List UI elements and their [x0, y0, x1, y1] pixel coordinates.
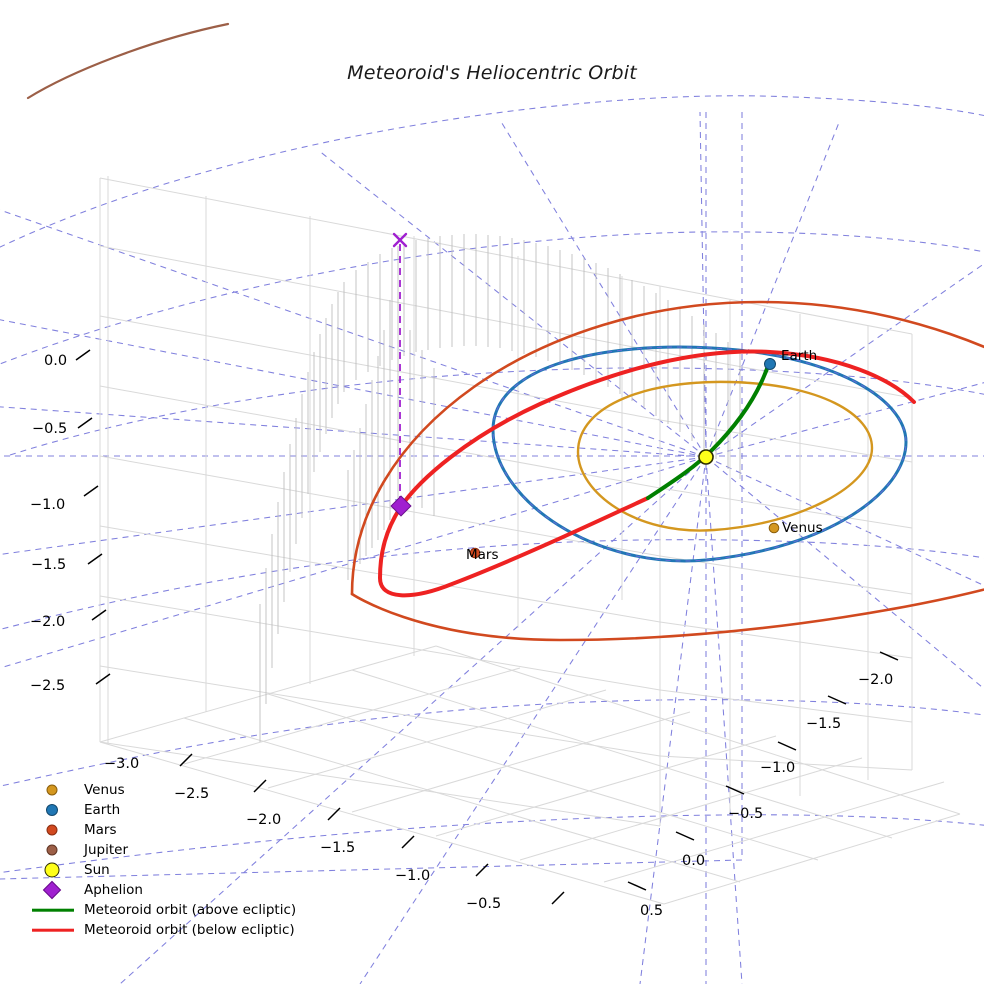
- axis-tick-marks: [75, 349, 899, 905]
- tick-bottom-left-3: −1.5: [320, 840, 356, 856]
- jupiter-orbit: [26, 22, 230, 100]
- sun-marker: [698, 449, 714, 465]
- tick-left-2: −1.0: [30, 497, 66, 513]
- legend-item-label: Earth: [84, 802, 121, 818]
- legend-marker-dot: [30, 800, 82, 820]
- tick-bottom-left-2: −2.0: [246, 812, 282, 828]
- legend-item-meteoroid[interactable]: Meteoroid orbit (above ecliptic): [30, 900, 300, 920]
- earth-orbit: [491, 345, 908, 563]
- legend-item-meteoroid[interactable]: Meteoroid orbit (below ecliptic): [30, 920, 300, 940]
- legend-item-label: Meteoroid orbit (below ecliptic): [84, 922, 295, 938]
- tick-bottom-left-6: 0.5: [640, 903, 664, 919]
- legend-marker-line: [30, 920, 82, 940]
- legend-dot-icon: [46, 824, 58, 836]
- legend-marker-dot: [30, 820, 82, 840]
- tick-bottom-left-5: −0.5: [466, 896, 502, 912]
- legend-line-icon: [32, 928, 74, 932]
- legend-item-label: Aphelion: [84, 882, 143, 898]
- legend-item-label: Venus: [84, 782, 125, 798]
- legend-item-venus[interactable]: Venus: [30, 780, 300, 800]
- tick-left-4: −2.0: [30, 614, 66, 630]
- body-label-venus: Venus: [782, 520, 823, 536]
- legend-marker-dot: [30, 840, 82, 860]
- tick-bottom-right-4: 0.0: [682, 853, 706, 869]
- legend-dot-icon: [46, 804, 58, 816]
- meteoroid-orbit-above-ecliptic: [646, 358, 772, 500]
- orbit-projection-stems: [259, 234, 741, 742]
- legend-item-mars[interactable]: Mars: [30, 820, 300, 840]
- tick-left-0: 0.0: [44, 353, 68, 369]
- body-label-earth: Earth: [781, 348, 818, 364]
- tick-bottom-right-3: −0.5: [728, 806, 764, 822]
- legend-marker-diamond: [30, 880, 82, 900]
- tick-bottom-left-4: −1.0: [395, 868, 431, 884]
- tick-left-3: −1.5: [31, 557, 67, 573]
- legend-item-label: Sun: [84, 862, 110, 878]
- mars-orbit: [350, 300, 984, 596]
- page-title: Meteoroid's Heliocentric Orbit: [347, 62, 637, 84]
- legend-dot-icon: [46, 844, 58, 856]
- ecliptic-guide-grid: [0, 95, 984, 984]
- legend-item-label: Meteoroid orbit (above ecliptic): [84, 902, 297, 918]
- legend-item-aphelion[interactable]: Aphelion: [30, 880, 300, 900]
- legend-marker-dot: [30, 780, 82, 800]
- aphelion-projection-x-icon: [392, 232, 408, 248]
- tick-bottom-right-1: −1.5: [806, 716, 842, 732]
- legend-dot-icon: [46, 784, 58, 796]
- venus-marker: [768, 522, 780, 534]
- legend-item-earth[interactable]: Earth: [30, 800, 300, 820]
- body-label-mars: Mars: [466, 547, 499, 563]
- tick-left-5: −2.5: [30, 678, 66, 694]
- venus-orbit: [576, 380, 874, 532]
- tick-bottom-left-1: −2.5: [174, 786, 210, 802]
- meteoroid-orbit-below-ecliptic: [377, 349, 916, 598]
- legend-item-label: Jupiter: [84, 842, 129, 858]
- tick-bottom-right-0: −2.0: [858, 672, 894, 688]
- legend-item-sun[interactable]: Sun: [30, 860, 300, 880]
- legend-item-label: Mars: [84, 822, 117, 838]
- tick-left-1: −0.5: [32, 421, 68, 437]
- tick-bottom-left-0: −3.0: [104, 756, 140, 772]
- legend-marker-line: [30, 900, 82, 920]
- legend-diamond-icon: [42, 880, 62, 900]
- mars-marker: [469, 547, 481, 559]
- mars-orbit-far: [350, 588, 984, 642]
- legend-line-icon: [32, 908, 74, 912]
- legend: Venus Earth Mars Jupiter Sun Aphelion Meteoroi…: [30, 780, 300, 940]
- legend-marker-dot: [30, 860, 82, 880]
- aphelion-marker: [390, 495, 412, 517]
- earth-marker: [764, 358, 776, 370]
- legend-item-jupiter[interactable]: Jupiter: [30, 840, 300, 860]
- tick-bottom-right-2: −1.0: [760, 760, 796, 776]
- legend-dot-icon: [44, 862, 60, 878]
